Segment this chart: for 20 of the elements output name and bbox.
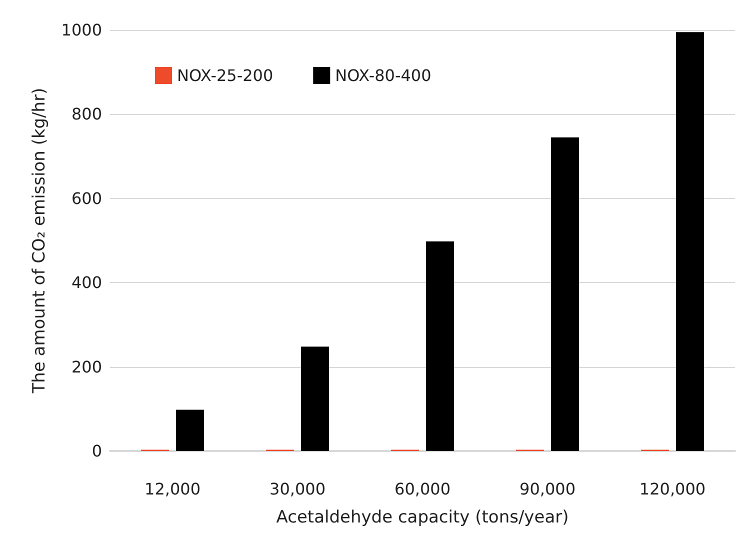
y-tick-label: 400 bbox=[71, 273, 102, 292]
x-axis-title: Acetaldehyde capacity (tons/year) bbox=[276, 508, 569, 528]
x-tick-label: 60,000 bbox=[394, 480, 450, 498]
bar bbox=[426, 241, 454, 451]
legend-label: NOX-80-400 bbox=[335, 66, 432, 85]
y-tick-label: 0 bbox=[92, 442, 102, 460]
y-tick-label: 800 bbox=[71, 104, 102, 124]
x-tick-label: 90,000 bbox=[520, 480, 576, 498]
x-tick-label: 12,000 bbox=[144, 480, 200, 498]
bar bbox=[176, 410, 204, 451]
x-tick-label: 120,000 bbox=[639, 480, 706, 498]
legend-label: NOX-25-200 bbox=[177, 66, 274, 85]
y-axis-title: The amount of CO₂ emission (kg/hr) bbox=[30, 88, 50, 394]
bar bbox=[676, 32, 704, 451]
y-tick-label: 600 bbox=[71, 188, 102, 208]
bar bbox=[301, 346, 329, 451]
y-tick-label: 1000 bbox=[61, 20, 102, 40]
bar bbox=[551, 137, 579, 451]
y-tick-label: 200 bbox=[71, 357, 102, 376]
x-tick-label: 30,000 bbox=[270, 480, 326, 498]
